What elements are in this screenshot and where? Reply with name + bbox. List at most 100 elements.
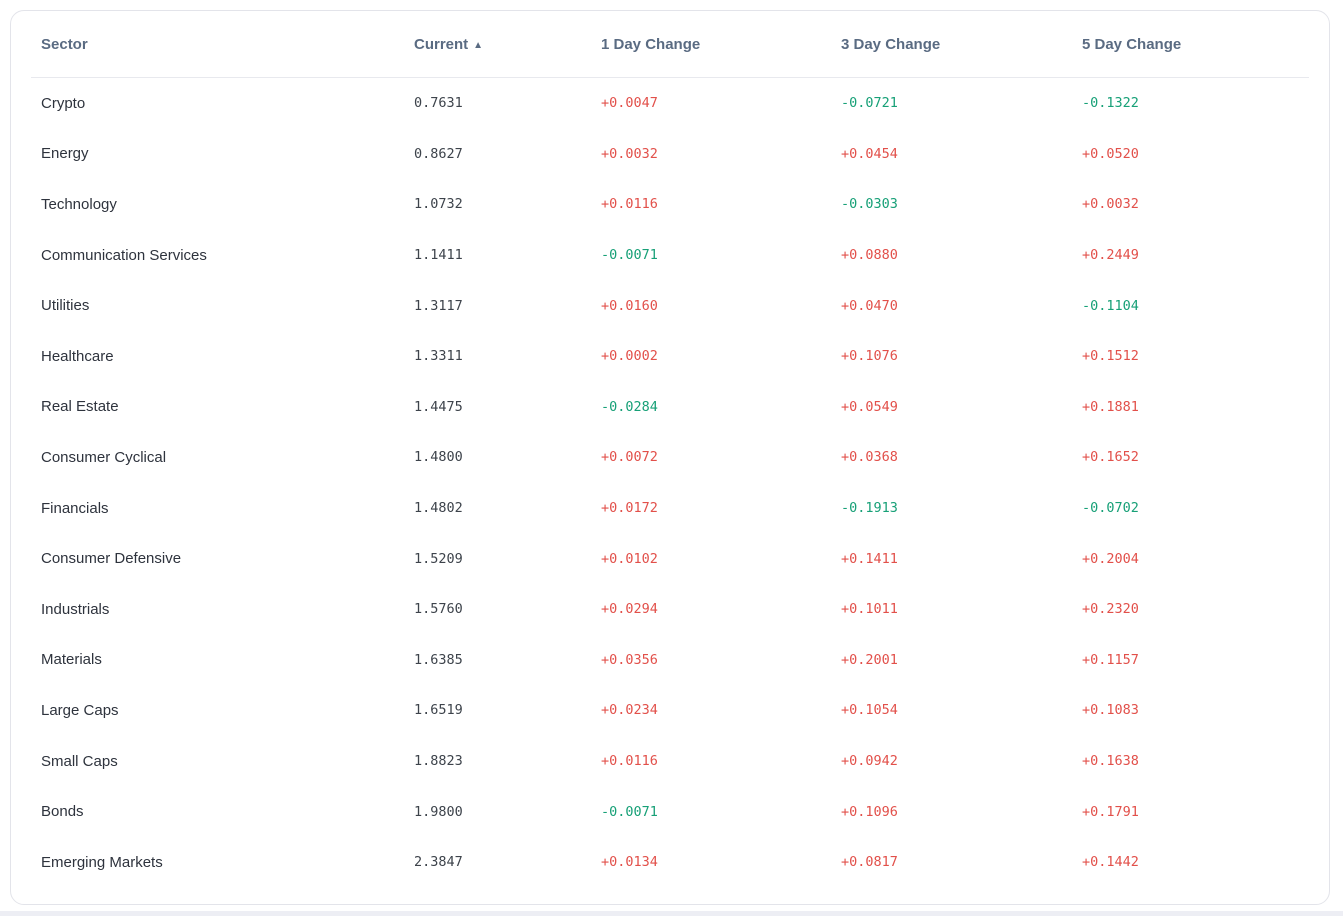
column-header-current[interactable]: Current ▲ <box>414 36 601 53</box>
sector-name: Consumer Cyclical <box>41 448 167 466</box>
table-row[interactable]: Technology 1.0732 +0.0116 -0.0303 +0.003… <box>31 179 1309 230</box>
one-day-change: +0.0356 <box>601 651 658 668</box>
one-day-change: +0.0160 <box>601 297 658 314</box>
five-day-change: +0.1881 <box>1082 398 1139 415</box>
table-row[interactable]: Communication Services 1.1411 -0.0071 +0… <box>31 230 1309 281</box>
one-day-change: +0.0116 <box>601 196 658 213</box>
table-row[interactable]: Energy 0.8627 +0.0032 +0.0454 +0.0520 <box>31 129 1309 180</box>
three-day-change: +0.0549 <box>841 398 898 415</box>
five-day-change: +0.2004 <box>1082 550 1139 567</box>
table-row[interactable]: Real Estate 1.4475 -0.0284 +0.0549 +0.18… <box>31 382 1309 433</box>
current-value: 1.0732 <box>414 196 463 213</box>
current-value: 1.9800 <box>414 803 463 820</box>
three-day-change: +0.0880 <box>841 247 898 264</box>
table-row[interactable]: Healthcare 1.3311 +0.0002 +0.1076 +0.151… <box>31 331 1309 382</box>
sector-name: Small Caps <box>41 752 118 770</box>
one-day-change: +0.0102 <box>601 550 658 567</box>
sector-name: Communication Services <box>41 246 207 264</box>
five-day-change: +0.0032 <box>1082 196 1139 213</box>
three-day-change: +0.1076 <box>841 348 898 365</box>
three-day-change: +0.0470 <box>841 297 898 314</box>
three-day-change: -0.0303 <box>841 196 898 213</box>
three-day-change: +0.0817 <box>841 854 898 871</box>
five-day-change: +0.1442 <box>1082 854 1139 871</box>
one-day-change: +0.0172 <box>601 500 658 517</box>
table-row[interactable]: Financials 1.4802 +0.0172 -0.1913 -0.070… <box>31 483 1309 534</box>
three-day-change: +0.2001 <box>841 651 898 668</box>
three-day-change: +0.0454 <box>841 145 898 162</box>
sector-name: Bonds <box>41 803 84 821</box>
sector-name: Healthcare <box>41 347 114 365</box>
sector-name: Financials <box>41 499 109 517</box>
five-day-change: +0.1083 <box>1082 702 1139 719</box>
five-day-change: +0.1638 <box>1082 753 1139 770</box>
current-value: 2.3847 <box>414 854 463 871</box>
sector-performance-table-card: Sector Current ▲ 1 Day Change 3 Day Chang… <box>10 10 1330 905</box>
one-day-change: +0.0294 <box>601 601 658 618</box>
current-value: 1.1411 <box>414 247 463 264</box>
three-day-change: +0.0942 <box>841 753 898 770</box>
three-day-change: +0.0368 <box>841 449 898 466</box>
sector-name: Industrials <box>41 600 110 618</box>
table-row[interactable]: Large Caps 1.6519 +0.0234 +0.1054 +0.108… <box>31 685 1309 736</box>
five-day-change: +0.2320 <box>1082 601 1139 618</box>
column-header-5-day-change[interactable]: 5 Day Change <box>1082 35 1182 53</box>
sector-name: Technology <box>41 195 117 213</box>
one-day-change: +0.0047 <box>601 95 658 112</box>
column-header-current-label: Current <box>414 35 469 53</box>
three-day-change: +0.1411 <box>841 550 898 567</box>
five-day-change: +0.0520 <box>1082 145 1139 162</box>
table-row[interactable]: Crypto 0.7631 +0.0047 -0.0721 -0.1322 <box>31 78 1309 129</box>
sector-name: Large Caps <box>41 701 119 719</box>
current-value: 1.3117 <box>414 297 463 314</box>
one-day-change: +0.0234 <box>601 702 658 719</box>
current-value: 1.6385 <box>414 651 463 668</box>
three-day-change: +0.1011 <box>841 601 898 618</box>
sector-name: Real Estate <box>41 398 119 416</box>
column-header-1-day-change[interactable]: 1 Day Change <box>601 35 701 53</box>
sector-name: Emerging Markets <box>41 853 163 871</box>
one-day-change: -0.0071 <box>601 803 658 820</box>
table-row[interactable]: Small Caps 1.8823 +0.0116 +0.0942 +0.163… <box>31 736 1309 787</box>
sector-name: Crypto <box>41 94 86 112</box>
table-row[interactable]: Utilities 1.3117 +0.0160 +0.0470 -0.1104 <box>31 280 1309 331</box>
one-day-change: -0.0284 <box>601 398 658 415</box>
table-header-row: Sector Current ▲ 1 Day Change 3 Day Chang… <box>31 11 1309 78</box>
current-value: 1.4800 <box>414 449 463 466</box>
table-row[interactable]: Bonds 1.9800 -0.0071 +0.1096 +0.1791 <box>31 786 1309 837</box>
current-value: 1.4802 <box>414 500 463 517</box>
sector-name: Materials <box>41 651 102 669</box>
five-day-change: -0.0702 <box>1082 500 1139 517</box>
table-row[interactable]: Industrials 1.5760 +0.0294 +0.1011 +0.23… <box>31 584 1309 635</box>
one-day-change: +0.0116 <box>601 753 658 770</box>
table-row[interactable]: Consumer Defensive 1.5209 +0.0102 +0.141… <box>31 533 1309 584</box>
current-value: 1.5209 <box>414 550 463 567</box>
current-value: 0.8627 <box>414 145 463 162</box>
three-day-change: -0.0721 <box>841 95 898 112</box>
three-day-change: +0.1096 <box>841 803 898 820</box>
next-section-top-edge <box>0 911 1343 916</box>
five-day-change: -0.1104 <box>1082 297 1139 314</box>
five-day-change: +0.2449 <box>1082 247 1139 264</box>
five-day-change: +0.1157 <box>1082 651 1139 668</box>
one-day-change: +0.0032 <box>601 145 658 162</box>
five-day-change: +0.1791 <box>1082 803 1139 820</box>
three-day-change: -0.1913 <box>841 500 898 517</box>
column-header-sector[interactable]: Sector <box>41 35 88 53</box>
sector-name: Consumer Defensive <box>41 550 182 568</box>
current-value: 1.4475 <box>414 398 463 415</box>
table-body: Crypto 0.7631 +0.0047 -0.0721 -0.1322 En… <box>31 78 1309 888</box>
table-row[interactable]: Consumer Cyclical 1.4800 +0.0072 +0.0368… <box>31 432 1309 483</box>
three-day-change: +0.1054 <box>841 702 898 719</box>
five-day-change: -0.1322 <box>1082 95 1139 112</box>
one-day-change: +0.0072 <box>601 449 658 466</box>
sort-ascending-icon: ▲ <box>473 39 484 51</box>
current-value: 1.8823 <box>414 753 463 770</box>
table-row[interactable]: Emerging Markets 2.3847 +0.0134 +0.0817 … <box>31 837 1309 888</box>
current-value: 1.6519 <box>414 702 463 719</box>
table-row[interactable]: Materials 1.6385 +0.0356 +0.2001 +0.1157 <box>31 635 1309 686</box>
current-value: 0.7631 <box>414 95 463 112</box>
column-header-3-day-change[interactable]: 3 Day Change <box>841 35 941 53</box>
current-value: 1.5760 <box>414 601 463 618</box>
one-day-change: +0.0134 <box>601 854 658 871</box>
